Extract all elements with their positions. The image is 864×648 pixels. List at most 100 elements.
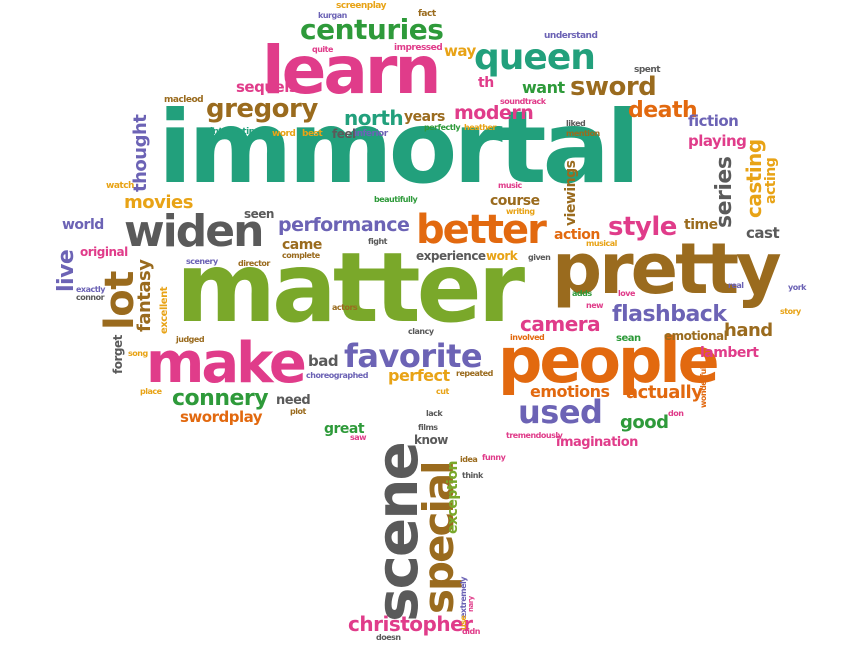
word-cast: cast [746, 224, 780, 242]
word-excellent: excellent [159, 287, 170, 334]
word-fight: fight [368, 237, 387, 246]
word-involved: involved [510, 333, 545, 342]
word-style: style [608, 212, 677, 242]
word-centuries: centuries [300, 13, 444, 46]
word-nary: nary [467, 596, 475, 612]
word-fact: fact [418, 9, 436, 19]
word-way: way [444, 42, 476, 60]
word-work: work [486, 249, 518, 263]
word-experience: experience [416, 249, 486, 263]
word-viewings: viewings [563, 160, 579, 226]
word-understand: understand [544, 31, 598, 41]
word-make: make [146, 331, 307, 396]
word-casting: casting [742, 139, 766, 218]
word-funny: funny [482, 453, 506, 462]
word-emotions: emotions [530, 382, 610, 401]
word-cut: cut [436, 387, 449, 396]
word-love: love [618, 289, 635, 298]
word-impressed: impressed [394, 43, 443, 53]
word-quite: quite [312, 45, 333, 54]
word-watch: watch [106, 181, 134, 191]
word-mention: mention [566, 129, 600, 138]
word-exception: exception [445, 461, 461, 534]
word-better: better [416, 207, 547, 253]
word-want: want [522, 78, 565, 97]
word-matter: matter [176, 232, 525, 344]
word-word: word [272, 129, 296, 139]
word-repeated: repeated [456, 369, 493, 378]
word-camera: camera [520, 312, 601, 336]
word-bad: bad [308, 352, 339, 370]
word-wonderful: wonderful [699, 366, 708, 408]
word-need: need [276, 393, 311, 408]
word-song: song [128, 349, 148, 358]
word-fantasy: fantasy [134, 259, 155, 333]
word-liked: liked [566, 119, 586, 128]
word-use: use [459, 615, 468, 630]
word-north: north [344, 106, 404, 130]
word-movies: movies [124, 192, 193, 213]
word-playing: playing [688, 132, 747, 150]
word-live: live [54, 249, 79, 292]
word-new: new [586, 301, 604, 310]
word-york: york [788, 283, 806, 292]
word-scenery: scenery [186, 257, 218, 266]
word-complete: complete [282, 251, 320, 260]
word-films: films [418, 423, 438, 432]
word-connery: connery [172, 386, 269, 411]
word-emotional: emotional [664, 329, 728, 343]
word-fiction: fiction [688, 112, 739, 130]
word-real: real [728, 281, 744, 290]
word-th: th [478, 75, 494, 91]
word-death: death [628, 98, 698, 123]
word-musical: musical [586, 239, 617, 248]
word-christopher: christopher [348, 612, 473, 636]
word-music: music [498, 181, 522, 190]
word-lack: lack [426, 409, 443, 418]
word-flashback: flashback [612, 302, 727, 327]
word-modern: modern [454, 102, 534, 124]
word-screenplay: screenplay [336, 1, 386, 11]
word-know: know [414, 433, 448, 447]
word-beautifully: beautifully [374, 195, 418, 204]
word-widen: widen [124, 206, 264, 257]
word-saw: saw [350, 433, 367, 442]
word-best: best [302, 129, 323, 139]
word-perfectly: perfectly [424, 123, 461, 132]
word-performance: performance [278, 214, 410, 236]
word-exactly: exactly [76, 285, 106, 294]
word-heather: heather [464, 123, 496, 132]
word-imagination: imagination [556, 435, 638, 450]
word-place: place [140, 387, 162, 396]
word-queen: queen [474, 37, 596, 78]
word-feel: feel [332, 127, 356, 141]
word-thought: thought [130, 114, 151, 192]
word-actors: actors [332, 303, 358, 312]
word-good: good [620, 412, 669, 433]
word-clancy: clancy [408, 327, 434, 336]
word-soundtrack: soundtrack [500, 97, 546, 106]
word-course: course [490, 193, 540, 209]
word-macleod: macleod [164, 95, 204, 105]
word-spent: spent [634, 65, 661, 75]
word-adds: adds [572, 289, 592, 298]
word-came: came [282, 237, 322, 253]
word-doesn: doesn [376, 633, 401, 642]
word-given: given [528, 253, 551, 262]
word-series: series [712, 156, 737, 228]
word-people: people [498, 324, 720, 397]
word-idea: idea [460, 455, 478, 464]
word-writing: writing [506, 207, 535, 216]
word-plot: plot [290, 407, 306, 416]
word-sean: sean [616, 333, 641, 344]
word-sequels: sequels [236, 78, 298, 96]
word-favorite: favorite [344, 337, 483, 375]
word-lambert: lambert [700, 345, 759, 361]
word-sword: sword [570, 72, 657, 102]
word-original: original [80, 245, 128, 259]
word-forget: forget [111, 335, 125, 374]
word-swordplay: swordplay [180, 408, 263, 426]
word-world: world [62, 217, 104, 233]
word-connor: connor [76, 293, 105, 302]
